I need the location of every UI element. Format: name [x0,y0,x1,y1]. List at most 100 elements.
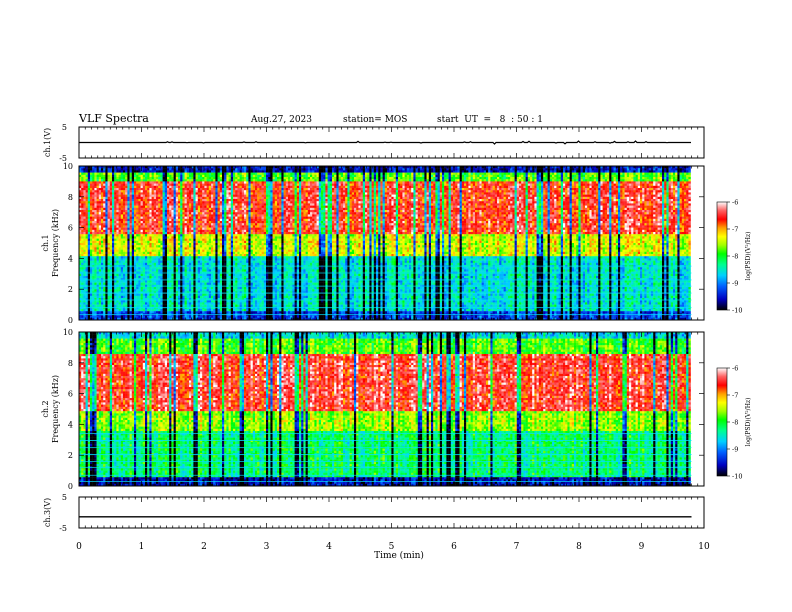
spectrogram-cell [197,300,201,303]
spectrogram-cell [94,229,97,233]
spectrogram-cell [189,194,192,197]
spectrogram-cell [158,216,161,219]
spectrogram-cell [204,245,207,248]
spectrogram-cell [195,174,198,178]
spectrogram-cell [81,269,84,272]
spectrogram-cell [200,207,203,211]
spectrogram-cell [200,203,203,206]
spectrogram-cell [105,218,108,222]
spectrogram-cell [103,192,106,195]
spectrogram-cell [81,243,84,246]
spectrogram-cell [169,269,172,272]
spectrogram-cell [116,179,119,182]
spectrogram-cell [79,278,82,281]
spectrogram-cell [226,229,229,233]
spectrogram-cell [182,221,185,224]
spectrogram-cell [178,245,181,248]
spectrogram-cell [145,293,148,296]
spectrogram-cell [213,199,216,202]
spectrogram-cell [147,216,150,219]
spectrogram-cell [136,304,139,307]
spectrogram-cell [103,273,106,277]
spectrogram-cell [217,245,220,248]
spectrogram-cell [164,278,168,281]
spectrogram-cell [118,223,121,226]
spectrogram-cell [189,234,192,237]
spectrogram-cell [219,260,223,263]
spectrogram-cell [178,225,181,228]
spectrogram-cell [96,199,99,202]
spectrogram-cell [145,249,148,252]
spectrogram-cell [180,166,183,169]
spectrogram-cell [134,278,137,281]
spectrogram-cell [149,207,152,211]
spectrogram-cell [211,196,214,200]
spectrogram-cell [98,207,102,211]
spectrogram-cell [182,205,185,208]
spectrogram-cell [114,247,117,250]
spectrogram-cell [228,190,231,193]
spectrogram-cell [125,170,128,173]
spectrogram-cell [226,317,229,320]
spectrogram-cell [167,247,170,250]
spectrogram-cell [162,291,165,294]
spectrogram-cell [206,181,209,184]
spectrogram-cell [217,218,220,222]
spectrogram-cell [81,267,84,270]
spectrogram-cell [202,236,205,239]
spectrogram-cell [204,254,207,257]
spectrogram-cell [151,240,154,244]
spectrogram-cell [186,291,190,294]
spectrogram-cell [226,287,229,290]
spectrogram-cell [98,278,102,281]
spectrogram-cell [87,199,91,202]
spectrogram-cell [112,185,115,189]
spectrogram-cell [171,251,174,255]
spectrogram-cell [158,203,161,206]
spectrogram-cell [145,225,148,228]
spectrogram-cell [94,234,97,237]
spectrogram-cell [134,181,137,184]
spectrogram-cell [136,218,139,222]
spectrogram-cell [85,291,88,294]
spectrogram-cell [219,245,223,248]
spectrogram-cell [193,276,196,279]
spectrogram-cell [116,278,119,281]
spectrogram-cell [219,291,223,294]
spectrogram-cell [98,225,102,228]
spectrogram-cell [85,298,88,301]
spectrogram-cell [96,309,99,312]
spectrogram-cell [180,258,183,261]
spectrogram-cell [222,188,225,191]
spectrogram-cell [129,194,132,197]
spectrogram-cell [94,269,97,272]
spectrogram-cell [127,238,130,241]
spectrogram-cell [129,315,132,318]
spectrogram-cell [178,287,181,290]
spectrogram-cell [147,172,150,175]
spectrogram-cell [83,273,86,277]
spectrogram-cell [147,249,150,252]
spectrogram-cell [204,243,207,246]
spectrogram-cell [85,245,88,248]
spectrogram-cell [125,225,128,228]
spectrogram-cell [175,192,179,195]
spectrogram-cell [81,221,84,224]
spectrogram-cell [160,185,163,189]
spectrogram-cell [83,205,86,208]
spectrogram-cell [131,190,135,193]
spectrogram-cell [160,280,163,283]
spectrogram-cell [125,278,128,281]
spectrogram-cell [226,258,229,261]
spectrogram-cell [151,168,154,171]
spectrogram-cell [200,315,203,318]
spectrogram-cell [191,205,194,208]
spectrogram-cell [193,295,196,299]
spectrogram-cell [136,216,139,219]
spectrogram-cell [156,311,159,314]
spectrogram-cell [92,302,95,305]
spectrogram-cell [180,238,183,241]
spectrogram-cell [186,273,190,277]
spectrogram-cell [228,170,231,173]
spectrogram-cell [101,196,104,200]
